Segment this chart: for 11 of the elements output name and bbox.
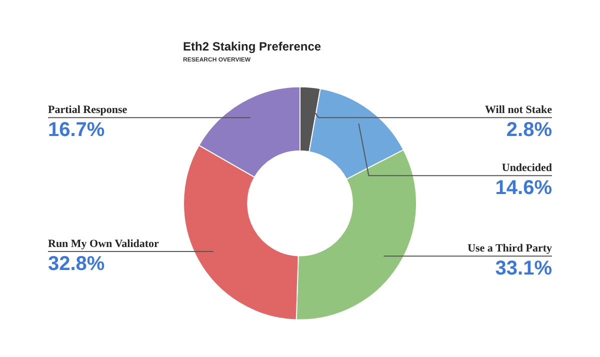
data-label: 32.8% — [48, 253, 105, 276]
chart-title: Eth2 Staking Preference — [183, 40, 322, 54]
slice-label: Run My Own Validator — [48, 238, 160, 250]
data-label: 14.6% — [495, 177, 552, 200]
slice-label: Will not Stake — [484, 104, 552, 116]
data-label: 2.8% — [506, 119, 552, 142]
data-label: 33.1% — [495, 258, 552, 280]
slice-label: Undecided — [502, 162, 552, 174]
slice-label: Partial Response — [48, 104, 128, 116]
data-label: 16.7% — [48, 119, 105, 142]
slice-label: Use a Third Party — [468, 242, 552, 254]
